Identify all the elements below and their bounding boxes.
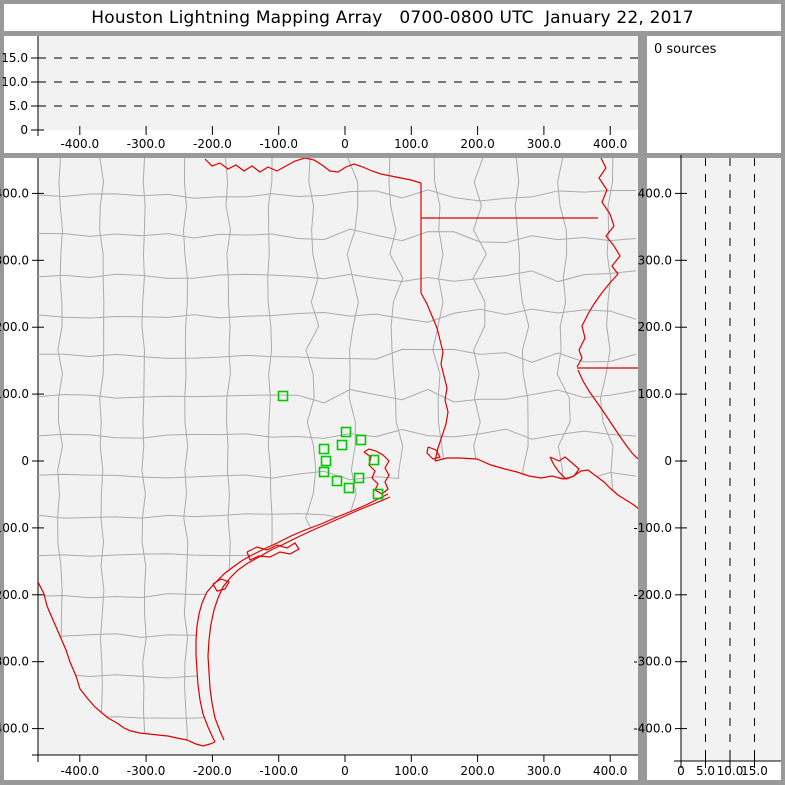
window-title: Houston Lightning Mapping Array 0700-080… (91, 7, 694, 28)
sources-count-label: 0 sources (654, 42, 717, 57)
plan-view-map-panel[interactable] (4, 158, 638, 780)
altitude-vs-eastwest-panel[interactable] (4, 36, 638, 153)
altitude-vs-northsouth-panel[interactable] (647, 158, 781, 780)
title-bar: Houston Lightning Mapping Array 0700-080… (4, 4, 781, 31)
sources-count-panel: 0 sources (647, 36, 781, 153)
